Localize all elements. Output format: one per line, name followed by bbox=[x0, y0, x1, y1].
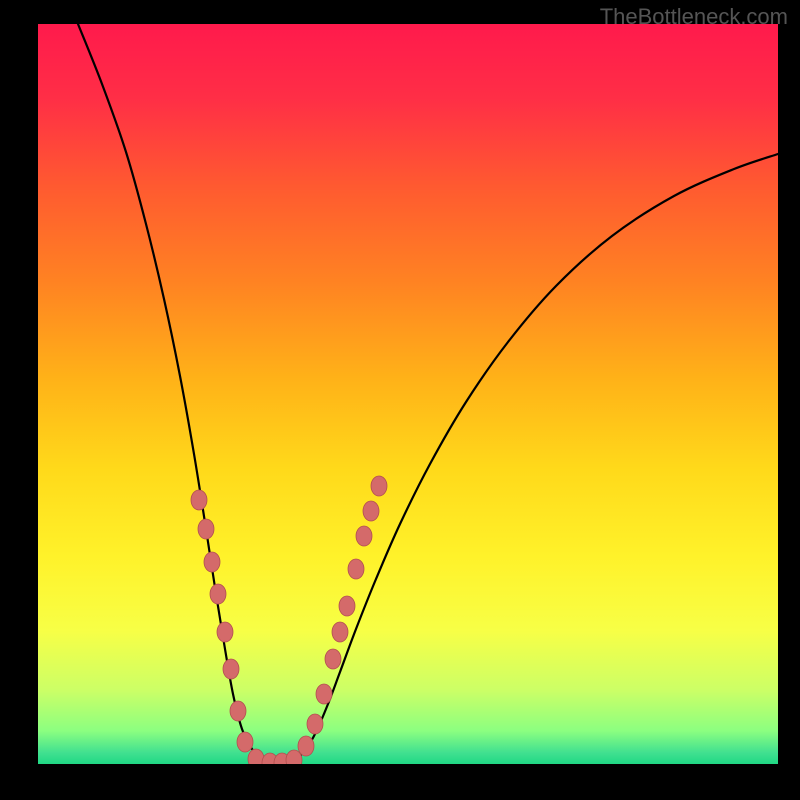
curve-marker bbox=[230, 701, 246, 721]
curve-marker bbox=[198, 519, 214, 539]
watermark-text: TheBottleneck.com bbox=[600, 4, 788, 30]
curve-marker bbox=[371, 476, 387, 496]
curve-marker bbox=[191, 490, 207, 510]
curve-marker bbox=[356, 526, 372, 546]
curve-marker bbox=[348, 559, 364, 579]
curve-marker bbox=[248, 749, 264, 764]
curve-marker bbox=[316, 684, 332, 704]
bottleneck-curve-chart bbox=[38, 24, 778, 764]
chart-container: TheBottleneck.com bbox=[0, 0, 800, 800]
curve-marker bbox=[325, 649, 341, 669]
curve-marker bbox=[298, 736, 314, 756]
curve-marker bbox=[237, 732, 253, 752]
curve-marker bbox=[210, 584, 226, 604]
curve-marker bbox=[307, 714, 323, 734]
curve-marker bbox=[223, 659, 239, 679]
curve-marker bbox=[217, 622, 233, 642]
curve-marker bbox=[332, 622, 348, 642]
chart-background bbox=[38, 24, 778, 764]
plot-area bbox=[38, 24, 778, 764]
curve-marker bbox=[339, 596, 355, 616]
curve-marker bbox=[204, 552, 220, 572]
curve-marker bbox=[363, 501, 379, 521]
